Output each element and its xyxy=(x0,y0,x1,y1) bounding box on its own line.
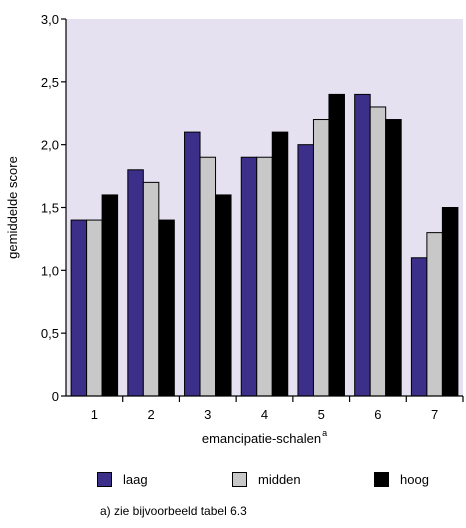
bar-laag-5 xyxy=(297,144,314,397)
y-tick-label: 1,0 xyxy=(41,263,59,278)
bar-midden-6 xyxy=(369,106,387,397)
x-axis-title: emancipatie-schalena xyxy=(202,428,327,446)
x-tick-label: 3 xyxy=(204,407,211,422)
legend-label-laag: laag xyxy=(123,471,148,487)
x-axis-title-superscript: a xyxy=(322,428,327,438)
legend-item-hoog: hoog xyxy=(374,468,429,490)
y-tick-label: 0 xyxy=(52,389,59,404)
bar-hoog-3 xyxy=(215,194,232,397)
bar-hoog-2 xyxy=(158,219,175,397)
legend: laag midden hoog xyxy=(0,468,466,492)
bar-laag-6 xyxy=(354,93,371,397)
x-tick-label: 1 xyxy=(91,407,98,422)
bar-hoog-6 xyxy=(385,119,402,397)
legend-label-midden: midden xyxy=(258,471,301,487)
bar-midden-1 xyxy=(86,219,103,397)
x-tick-label: 6 xyxy=(374,407,381,422)
bar-midden-7 xyxy=(426,232,443,397)
footnote: a) zie bijvoorbeeld tabel 6.3 xyxy=(100,504,247,518)
bar-hoog-4 xyxy=(271,131,289,397)
bar-midden-5 xyxy=(312,119,330,397)
legend-item-laag: laag xyxy=(97,468,148,490)
bar-laag-1 xyxy=(70,219,88,397)
legend-label-hoog: hoog xyxy=(400,471,429,487)
legend-swatch-laag xyxy=(97,471,112,487)
bar-laag-3 xyxy=(184,131,201,397)
x-tick-label: 5 xyxy=(318,407,325,422)
x-tick-label: 2 xyxy=(147,407,154,422)
bar-hoog-7 xyxy=(441,207,459,397)
bar-midden-4 xyxy=(256,156,273,397)
y-ticks-group: 0 0,5 1,0 1,5 2,0 2,5 3,0 xyxy=(41,12,66,404)
legend-swatch-midden xyxy=(232,471,247,487)
y-tick-label: 0,5 xyxy=(41,326,59,341)
legend-swatch-hoog xyxy=(374,471,389,487)
bars-group xyxy=(70,93,459,397)
bar-laag-2 xyxy=(127,169,144,397)
x-tick-label: 7 xyxy=(431,407,438,422)
bar-hoog-1 xyxy=(101,194,119,397)
y-axis-title: gemiddelde score xyxy=(5,156,20,259)
y-tick-label: 2,5 xyxy=(41,75,59,90)
bar-laag-7 xyxy=(410,257,428,397)
legend-item-midden: midden xyxy=(232,468,301,490)
bar-laag-4 xyxy=(240,156,258,397)
x-axis-title-text: emancipatie-schalen xyxy=(202,431,321,446)
bar-midden-3 xyxy=(199,156,217,397)
x-tick-label: 4 xyxy=(261,407,268,422)
x-ticks-group: 1 2 3 4 5 6 7 xyxy=(91,396,464,422)
y-tick-label: 2,0 xyxy=(41,138,59,153)
bar-hoog-5 xyxy=(328,93,345,397)
bar-midden-2 xyxy=(142,181,160,397)
y-tick-label: 1,5 xyxy=(41,201,59,216)
y-tick-label: 3,0 xyxy=(41,12,59,27)
